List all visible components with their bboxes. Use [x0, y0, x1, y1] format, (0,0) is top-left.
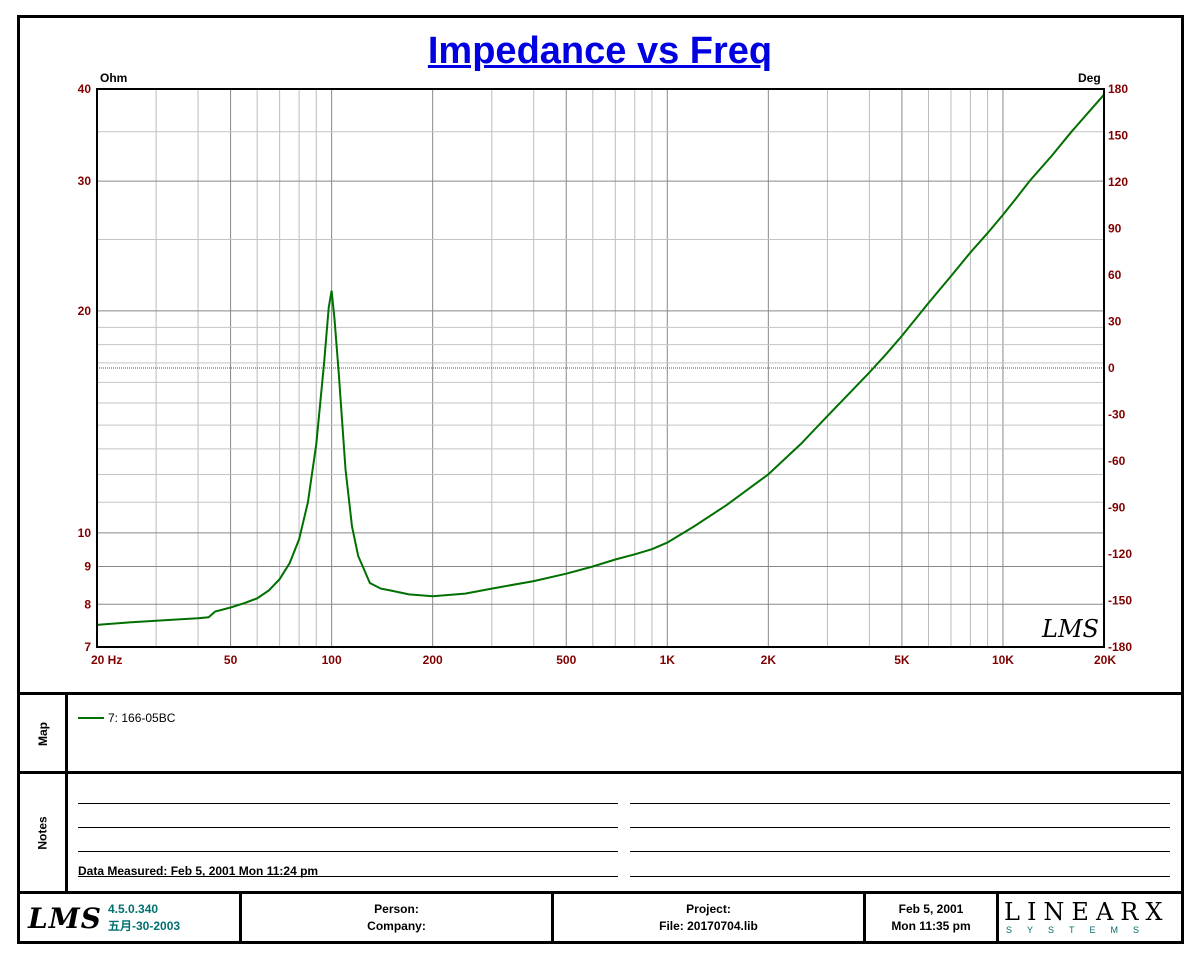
divider [17, 771, 1184, 774]
note-line [78, 876, 618, 877]
x-tick-label: 50 [224, 653, 238, 667]
y-left-tick-label: 20 [78, 304, 92, 318]
tick-labels: 20 Hz 50 100 200 500 1K 2K 5K 10K 20K 40 30 20 10 9 8 7 1… [78, 82, 1133, 667]
y-left-tick-label: 40 [78, 82, 92, 96]
file-name: File: 20170704.lib [659, 919, 758, 933]
note-line [78, 803, 618, 804]
impedance-curve [96, 94, 1105, 626]
y-right-tick-label: 120 [1108, 175, 1128, 189]
note-line [630, 876, 1170, 877]
note-line [630, 851, 1170, 852]
lms-logo: LMS [28, 901, 102, 935]
x-tick-label: 10K [992, 653, 1014, 667]
y-right-tick-label: -30 [1108, 408, 1126, 422]
data-measured-note: Data Measured: Feb 5, 2001 Mon 11:24 pm [78, 864, 319, 878]
legend-entry: 7: 166-05BC [78, 711, 175, 725]
x-tick-label: 100 [322, 653, 342, 667]
chart-title: Impedance vs Freq [427, 30, 773, 72]
map-section-label: Map [36, 721, 50, 746]
footer-date: Feb 5, 2001 [898, 902, 964, 916]
divider [863, 894, 866, 941]
y-left-tick-label: 30 [78, 174, 92, 188]
divider [239, 894, 242, 941]
y-right-tick-label: -120 [1108, 547, 1132, 561]
x-tick-label: 20K [1094, 653, 1116, 667]
y-left-tick-label: 9 [84, 560, 91, 574]
y-left-tick-label: 10 [78, 526, 92, 540]
note-line [630, 827, 1170, 828]
divider [551, 894, 554, 941]
impedance-chart: 20 Hz 50 100 200 500 1K 2K 5K 10K 20K 40 30 20 10 9 8 7 1… [78, 71, 1133, 667]
y-left-unit: Ohm [100, 71, 127, 85]
y-right-tick-label: -60 [1108, 454, 1126, 468]
y-left-tick-label: 7 [84, 640, 91, 654]
x-tick-label: 1K [660, 653, 676, 667]
timestamp: Feb 5, 2001 Mon 11:35 pm [866, 896, 996, 940]
divider [65, 695, 68, 772]
y-right-tick-label: 30 [1108, 315, 1122, 329]
project-label: Project: [686, 902, 731, 916]
x-tick-label: 500 [556, 653, 576, 667]
version-number: 4.5.0.340 [108, 902, 159, 916]
x-tick-label: 2K [761, 653, 777, 667]
divider [17, 692, 1184, 695]
build-date: 五月-30-2003 [108, 919, 181, 933]
project-info: Project: File: 20170704.lib [554, 896, 863, 940]
legend-swatch [78, 717, 104, 719]
lms-watermark: LMS [1041, 615, 1099, 643]
divider [17, 891, 1184, 894]
plot-border [96, 88, 1105, 648]
company-label: Company: [367, 919, 426, 933]
x-tick-label: 5K [894, 653, 910, 667]
person-label: Person: [374, 902, 419, 916]
y-left-tick-label: 8 [84, 597, 91, 611]
plot-area [97, 89, 1104, 647]
notes-section-label: Notes [36, 815, 50, 850]
footer-time: Mon 11:35 pm [891, 919, 971, 933]
y-right-tick-label: -180 [1108, 640, 1132, 654]
y-right-tick-label: 150 [1108, 129, 1128, 143]
divider [65, 774, 68, 891]
y-right-unit: Deg [1078, 71, 1101, 85]
note-line [78, 851, 618, 852]
legend-label: 7: 166-05BC [108, 711, 176, 725]
y-right-tick-label: 0 [1108, 361, 1115, 375]
y-right-tick-label: 90 [1108, 222, 1122, 236]
y-right-tick-label: -150 [1108, 594, 1132, 608]
version-info: 4.5.0.340 五月-30-2003 [108, 896, 236, 940]
y-right-tick-label: 180 [1108, 82, 1128, 96]
x-tick-label: 200 [423, 653, 443, 667]
y-right-tick-label: 60 [1108, 268, 1122, 282]
y-right-tick-label: -90 [1108, 501, 1126, 515]
linearx-logo: LINEARX SYSTEMS [1004, 898, 1170, 935]
person-company: Person: Company: [242, 896, 551, 940]
divider [996, 894, 999, 941]
note-line [630, 803, 1170, 804]
x-tick-label: 20 Hz [91, 653, 122, 667]
note-line [78, 827, 618, 828]
